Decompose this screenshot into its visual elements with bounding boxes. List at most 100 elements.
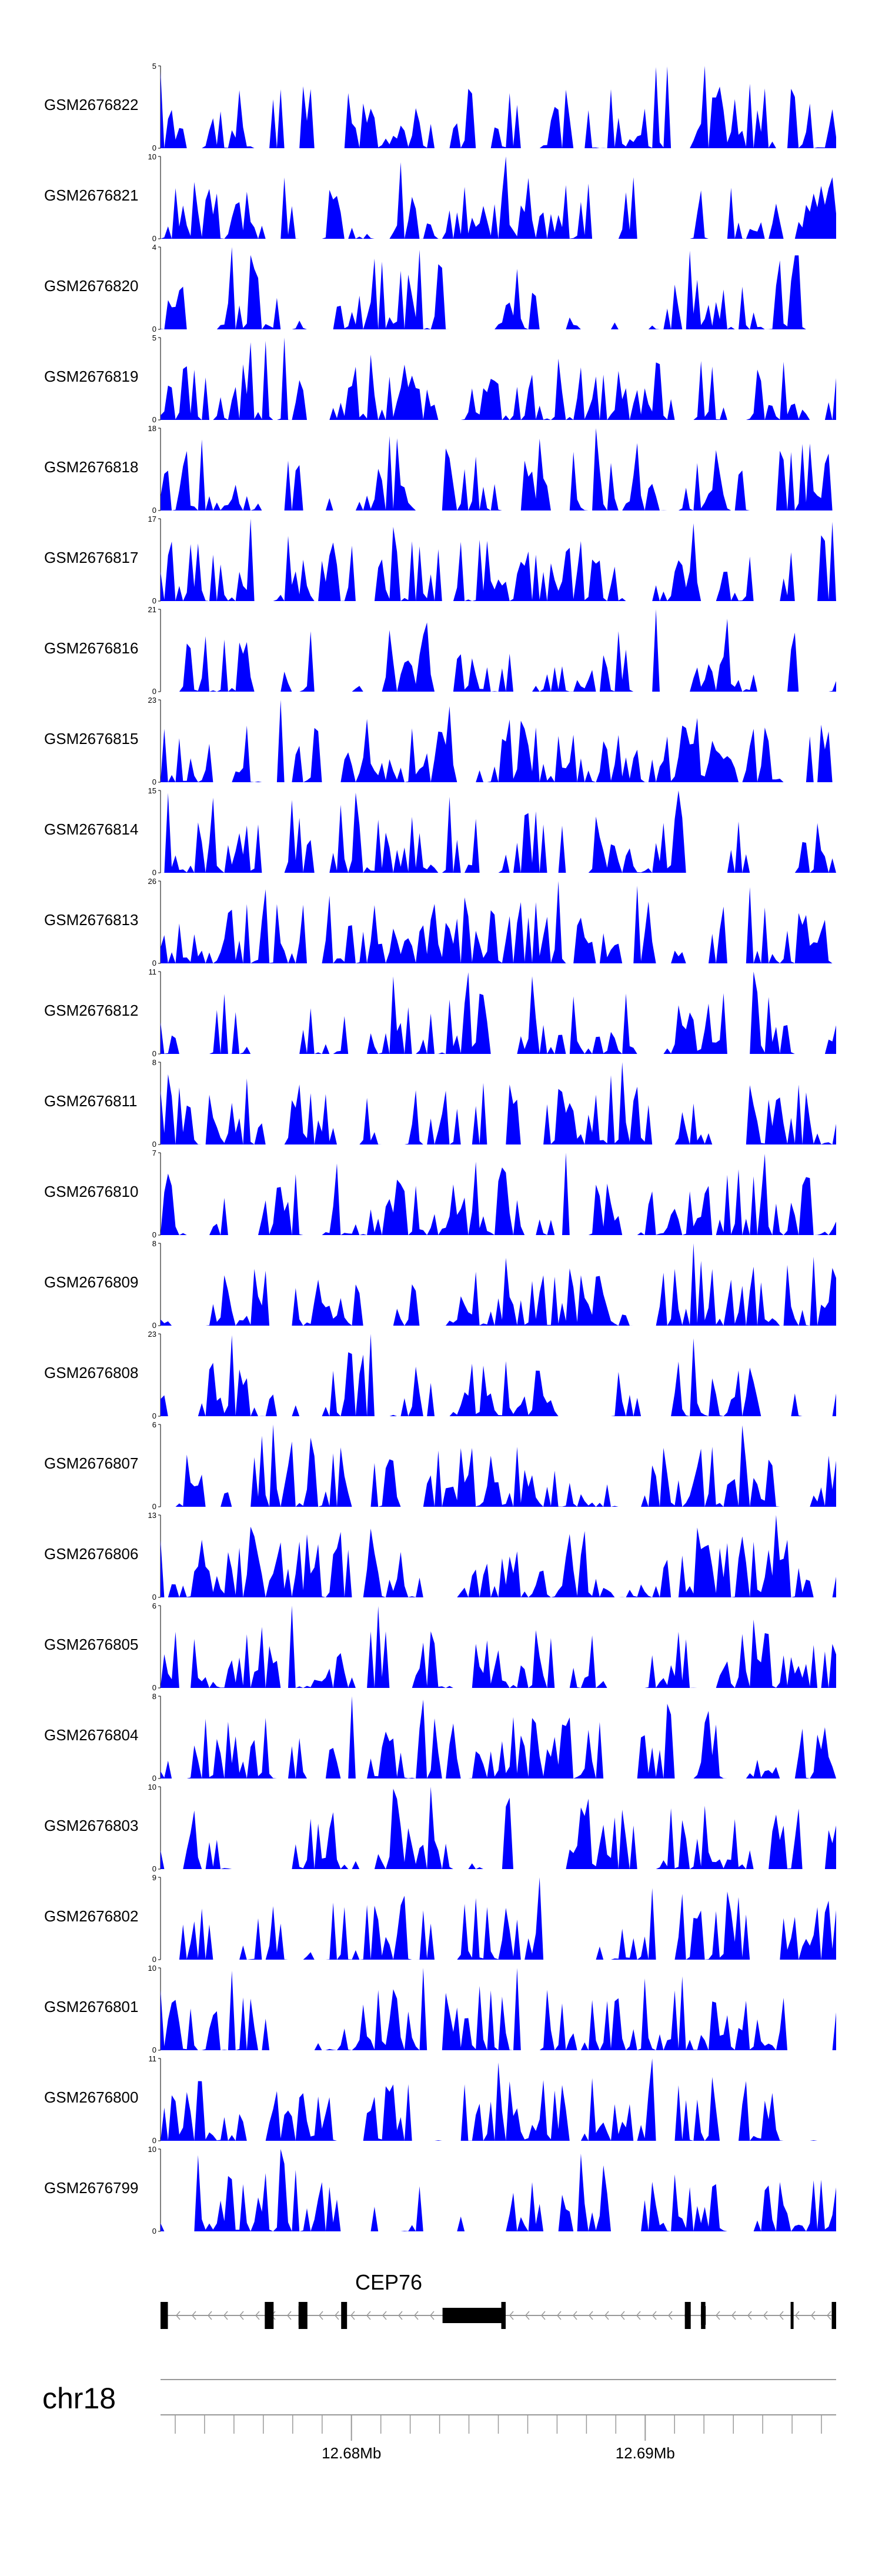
strand-arrow: [350, 2311, 355, 2320]
y-zero-label: 0: [152, 2227, 156, 2235]
track-GSM2676819: GSM2676819 5 0: [44, 333, 836, 424]
strand-arrow: [335, 2311, 339, 2320]
coverage-area: [161, 1696, 836, 1778]
track-GSM2676818: GSM2676818 18 0: [44, 424, 836, 515]
track-GSM2676799: GSM2676799 10 0: [44, 2145, 836, 2235]
strand-arrow: [779, 2311, 784, 2320]
y-max-label: 4: [152, 243, 156, 252]
track-label: GSM2676808: [44, 1364, 138, 1382]
track-label: GSM2676816: [44, 639, 138, 657]
gene-annotation: CEP76: [161, 2270, 836, 2329]
coverage-area: [161, 881, 836, 963]
exon-block: [701, 2306, 706, 2325]
coverage-area: [161, 972, 836, 1054]
track-GSM2676817: GSM2676817 17 0: [44, 515, 836, 605]
coverage-area: [161, 1787, 836, 1869]
track-label: GSM2676813: [44, 911, 138, 929]
track-label: GSM2676817: [44, 549, 138, 566]
gene-name-label: CEP76: [355, 2270, 422, 2294]
track-label: GSM2676799: [44, 2179, 138, 2197]
strand-arrow: [192, 2311, 196, 2320]
track-GSM2676816: GSM2676816 21 0: [44, 605, 836, 696]
strand-arrow: [589, 2311, 593, 2320]
strand-arrow: [747, 2311, 752, 2320]
track-GSM2676807: GSM2676807 6 0: [44, 1420, 836, 1511]
strand-arrow: [509, 2311, 514, 2320]
exon-block: [831, 2302, 836, 2329]
strand-arrow: [636, 2311, 641, 2320]
chromosome-label: chr18: [42, 2382, 116, 2415]
y-max-label: 21: [148, 605, 156, 614]
track-GSM2676804: GSM2676804 8 0: [44, 1692, 836, 1783]
track-label: GSM2676820: [44, 277, 138, 295]
y-zero-label: 0: [152, 1502, 156, 1511]
coverage-area: [161, 700, 836, 782]
y-max-label: 8: [152, 1692, 156, 1701]
exon-block: [442, 2308, 502, 2323]
track-label: GSM2676811: [44, 1092, 138, 1110]
coverage-area: [161, 1515, 836, 1597]
track-GSM2676810: GSM2676810 7 0: [44, 1149, 836, 1239]
y-zero-label: 0: [152, 506, 156, 515]
coverage-area: [161, 247, 836, 329]
strand-arrow: [255, 2311, 260, 2320]
exon-block: [265, 2302, 274, 2329]
strand-arrow: [223, 2311, 228, 2320]
strand-arrow: [430, 2311, 435, 2320]
track-GSM2676812: GSM2676812 11 0: [44, 967, 836, 1058]
strand-arrow: [716, 2311, 720, 2320]
track-label: GSM2676802: [44, 1907, 138, 1925]
genome-axis: chr18 12.68Mb 12.69Mb: [42, 2379, 836, 2462]
strand-arrow: [541, 2311, 546, 2320]
track-label: GSM2676810: [44, 1183, 138, 1200]
exon-block: [684, 2302, 691, 2329]
coverage-area: [161, 1334, 836, 1416]
strand-arrow: [811, 2311, 816, 2320]
strand-arrow: [208, 2311, 212, 2320]
track-label: GSM2676819: [44, 368, 138, 385]
strand-arrow: [287, 2311, 292, 2320]
y-max-label: 10: [148, 1783, 156, 1791]
y-max-label: 6: [152, 1601, 156, 1610]
coverage-area: [161, 2058, 836, 2141]
exon-block: [790, 2302, 794, 2329]
y-max-label: 6: [152, 1420, 156, 1429]
axis-tick-label: 12.68Mb: [322, 2444, 381, 2462]
track-label: GSM2676807: [44, 1454, 138, 1472]
y-max-label: 9: [152, 1873, 156, 1882]
strand-arrow: [382, 2311, 387, 2320]
track-GSM2676809: GSM2676809 8 0: [44, 1239, 836, 1330]
exon-block: [341, 2302, 348, 2329]
track-GSM2676808: GSM2676808 23 0: [44, 1330, 836, 1420]
track-label: GSM2676812: [44, 1002, 138, 1019]
track-label: GSM2676814: [44, 820, 138, 838]
coverage-area: [161, 156, 836, 239]
y-zero-label: 0: [152, 1412, 156, 1420]
y-max-label: 10: [148, 152, 156, 161]
coverage-area: [161, 1243, 836, 1326]
track-label: GSM2676806: [44, 1545, 138, 1563]
strand-arrow: [525, 2311, 530, 2320]
track-label: GSM2676821: [44, 186, 138, 204]
track-GSM2676815: GSM2676815 23 0: [44, 696, 836, 786]
coverage-area: [161, 790, 836, 873]
exon-block: [501, 2302, 506, 2329]
y-max-label: 10: [148, 1964, 156, 1973]
track-GSM2676820: GSM2676820 4 0: [44, 243, 836, 333]
exon-block: [298, 2306, 307, 2325]
track-label: GSM2676818: [44, 458, 138, 476]
coverage-area: [161, 1062, 836, 1144]
coverage-area: [161, 1968, 836, 2050]
track-label: GSM2676809: [44, 1273, 138, 1291]
coverage-area: [161, 1877, 836, 1960]
track-GSM2676801: GSM2676801 10 0: [44, 1964, 836, 2054]
y-zero-label: 0: [152, 1864, 156, 1873]
exon-block: [161, 2302, 168, 2329]
strand-arrow: [827, 2311, 831, 2320]
coverage-area: [161, 338, 836, 420]
track-GSM2676800: GSM2676800 11 0: [44, 2054, 836, 2145]
y-zero-label: 0: [152, 144, 156, 152]
track-GSM2676805: GSM2676805 6 0: [44, 1601, 836, 1692]
y-max-label: 11: [149, 967, 157, 976]
